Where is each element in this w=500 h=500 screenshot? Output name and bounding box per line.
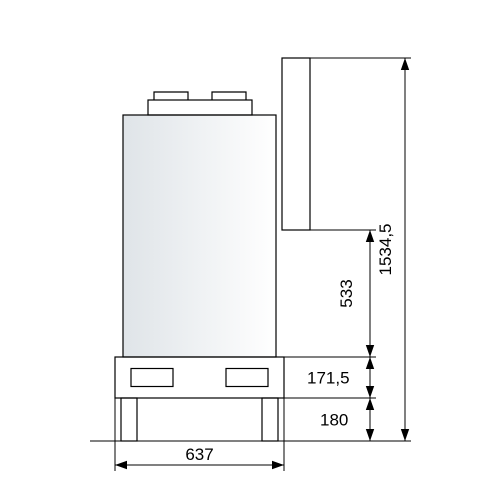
leg-left	[121, 398, 137, 441]
frame-band	[115, 357, 284, 398]
top-bracket-right	[212, 92, 246, 100]
frame-cutout-right	[226, 369, 268, 387]
dim-mid: 533	[310, 230, 376, 357]
appliance-outline	[90, 58, 310, 441]
dim-frame-label: 171,5	[307, 369, 350, 388]
dim-frame: 171,5	[284, 357, 376, 398]
dim-total-label: 1534,5	[376, 224, 395, 276]
dim-width-label: 637	[185, 445, 213, 464]
dim-mid-label: 533	[337, 279, 356, 307]
frame-cutout-left	[131, 369, 173, 387]
top-bracket-left	[154, 92, 188, 100]
dimension-drawing: 637 180 171,5 533 1534,5	[0, 0, 500, 500]
dim-width: 637	[115, 398, 284, 471]
dim-leg: 180	[284, 398, 376, 441]
top-cap	[148, 100, 252, 115]
dim-leg-label: 180	[320, 411, 348, 430]
leg-right	[262, 398, 278, 441]
main-body	[123, 115, 276, 357]
side-box	[282, 58, 310, 230]
